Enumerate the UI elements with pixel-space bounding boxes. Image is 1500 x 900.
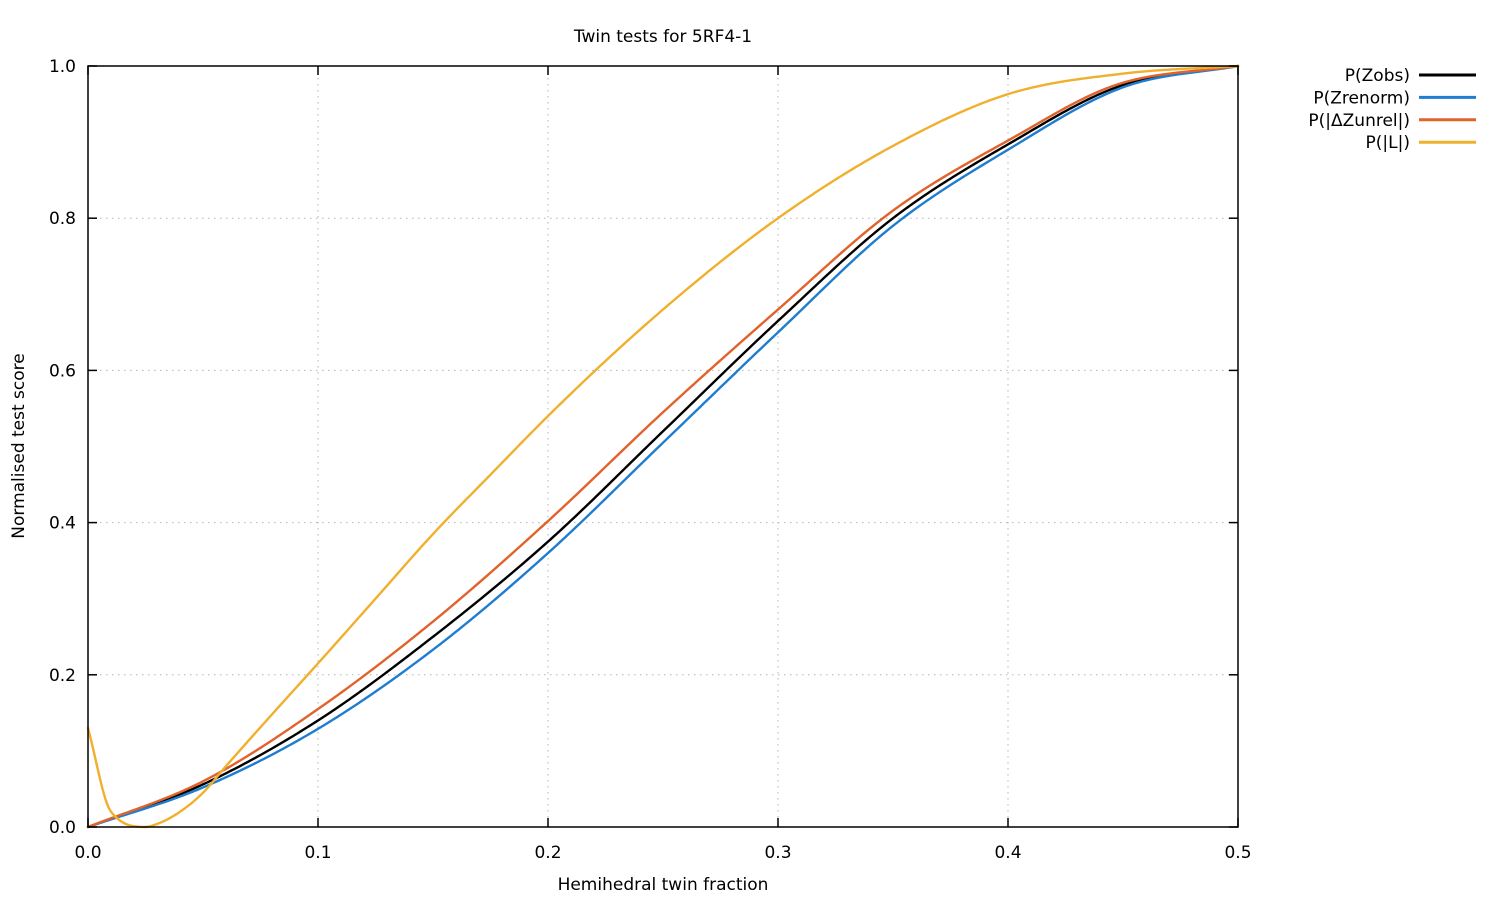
legend-label: P(Zrenorm): [1313, 88, 1410, 108]
legend-label: P(|L|): [1366, 133, 1410, 153]
series-curve-P(Zobs): [86, 64, 1240, 829]
y-tick-label: 0.2: [49, 666, 76, 686]
legend-label: P(Zobs): [1345, 66, 1410, 86]
x-axis-label: Hemihedral twin fraction: [558, 875, 769, 895]
plot-border: [87, 65, 1239, 828]
legend-item-P(|L|): P(|L|): [1366, 133, 1476, 153]
legend-item-P(Zrenorm): P(Zrenorm): [1313, 88, 1476, 108]
legend: P(Zobs)P(Zrenorm) P(|ΔZunrel|)P(|L|): [1308, 66, 1476, 153]
x-tick-label: 0.0: [74, 843, 101, 863]
series-curves: [86, 64, 1240, 829]
y-tick-label: 1.0: [49, 57, 76, 77]
x-tick-label: 0.1: [304, 843, 331, 863]
y-tick-label: 0.0: [49, 818, 76, 838]
series-curve-P(|ΔZunrel|): [86, 64, 1240, 829]
gridlines: [88, 66, 1238, 827]
y-tick-label: 0.4: [49, 514, 76, 534]
tick-labels: 0.0 0.1 0.2 0.3 0.4 0.5 0.0 0.2 0.4 0.6 0.8 1.0: [49, 57, 1252, 863]
x-tick-label: 0.2: [534, 843, 561, 863]
y-tick-label: 0.6: [49, 361, 76, 381]
legend-item-P(Zobs): P(Zobs): [1345, 66, 1476, 86]
series-curve-P(Zrenorm): [86, 64, 1240, 829]
x-tick-label: 0.5: [1224, 843, 1251, 863]
series-curve-P(|L|): [86, 64, 1240, 829]
y-axis-label: Normalised test score: [9, 353, 29, 538]
y-tick-label: 0.8: [49, 209, 76, 229]
x-tick-label: 0.4: [994, 843, 1021, 863]
legend-label: P(|ΔZunrel|): [1308, 111, 1410, 131]
plot-frame: [87, 65, 1239, 828]
x-tick-label: 0.3: [764, 843, 791, 863]
chart-title: Twin tests for 5RF4-1: [573, 27, 752, 47]
legend-item-P(|ΔZunrel|): P(|ΔZunrel|): [1308, 111, 1476, 131]
